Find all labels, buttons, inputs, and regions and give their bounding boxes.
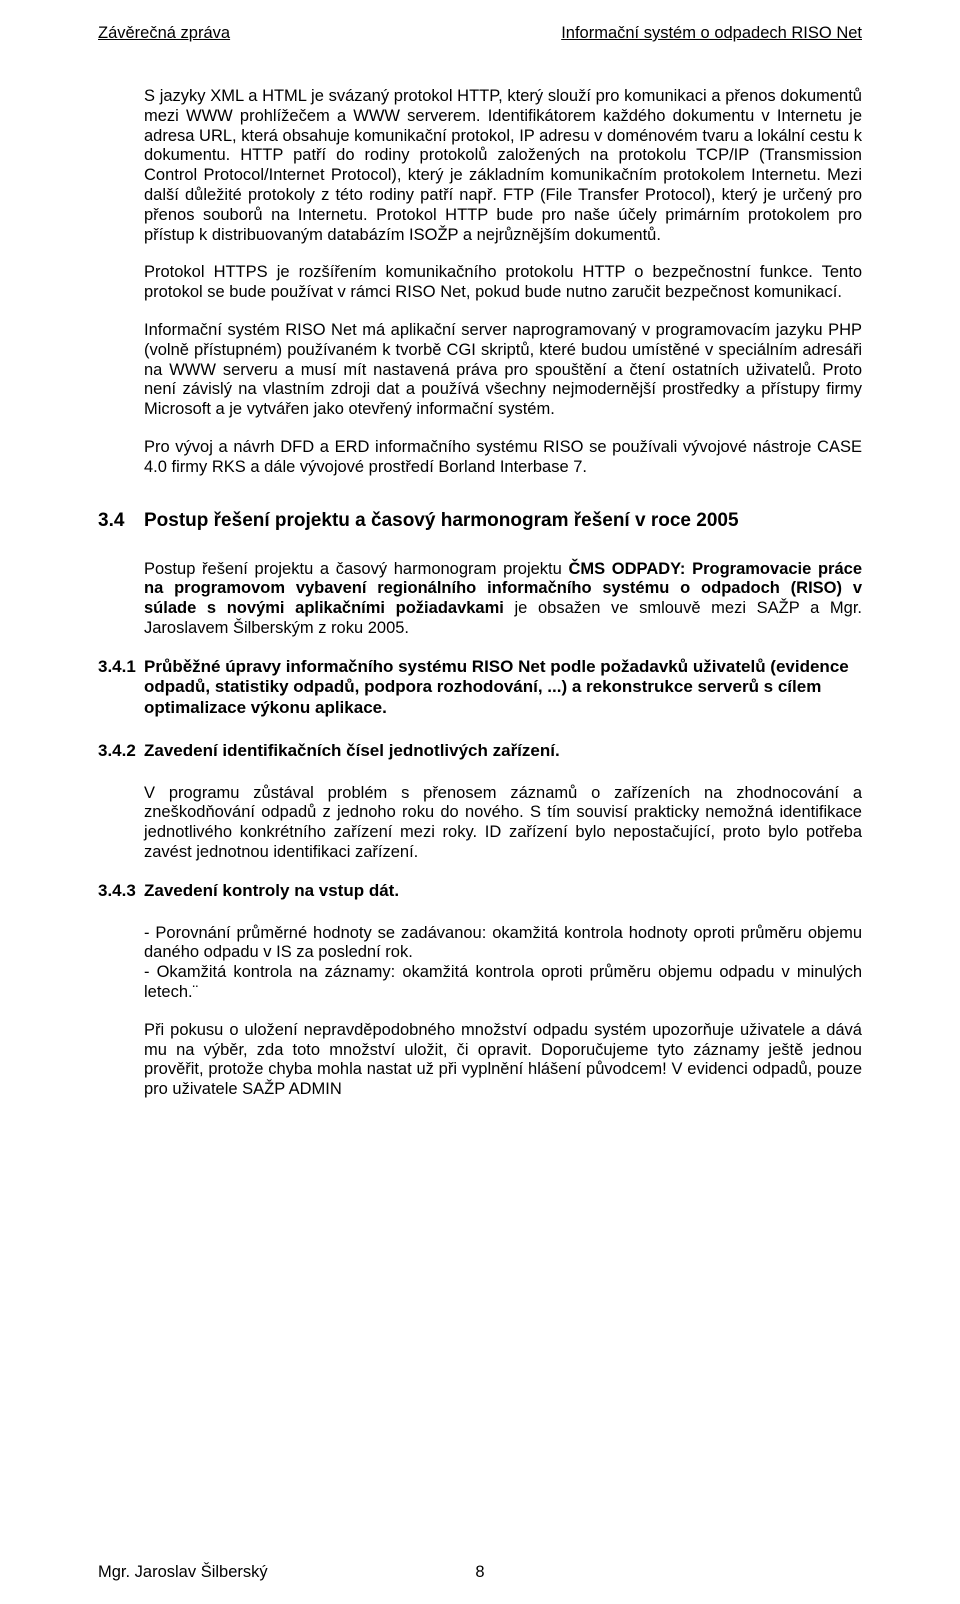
section-3-4-intro: Postup řešení projektu a časový harmonog… [144, 560, 862, 639]
subsection-3-4-3-body: - Porovnání průměrné hodnoty se zadávano… [144, 924, 862, 1100]
paragraph-2: Protokol HTTPS je rozšířením komunikační… [144, 263, 862, 303]
subsection-number: 3.4.2 [98, 741, 144, 762]
page-header: Závěrečná zpráva Informační systém o odp… [98, 24, 862, 43]
section-3-4-heading: 3.4 Postup řešení projektu a časový harm… [98, 510, 862, 532]
section-number: 3.4 [98, 510, 144, 532]
subsection-title: Zavedení kontroly na vstup dát. [144, 881, 862, 902]
footer-page-number: 8 [475, 1563, 484, 1582]
subsection-3-4-2-text: V programu zůstával problém s přenosem z… [144, 784, 862, 863]
subsection-number: 3.4.1 [98, 657, 144, 719]
body-text-block: S jazyky XML a HTML je svázaný protokol … [144, 87, 862, 478]
subsection-title: Zavedení identifikačních čísel jednotliv… [144, 741, 862, 762]
paragraph-4: Pro vývoj a návrh DFD a ERD informačního… [144, 438, 862, 478]
subsection-3-4-3-text: Při pokusu o uložení nepravděpodobného m… [144, 1021, 862, 1100]
paragraph-1: S jazyky XML a HTML je svázaný protokol … [144, 87, 862, 245]
subsection-3-4-3-bullets: - Porovnání průměrné hodnoty se zadávano… [144, 924, 862, 1003]
paragraph-3: Informační systém RISO Net má aplikační … [144, 321, 862, 420]
subsection-3-4-2-heading: 3.4.2 Zavedení identifikačních čísel jed… [98, 741, 862, 762]
header-right: Informační systém o odpadech RISO Net [561, 24, 862, 43]
page-footer: Mgr. Jaroslav Šilberský 8 [98, 1563, 862, 1582]
page: Závěrečná zpráva Informační systém o odp… [0, 0, 960, 1148]
intro-pre: Postup řešení projektu a časový harmonog… [144, 560, 568, 578]
header-left: Závěrečná zpráva [98, 24, 230, 43]
subsection-number: 3.4.3 [98, 881, 144, 902]
subsection-3-4-3-heading: 3.4.3 Zavedení kontroly na vstup dát. [98, 881, 862, 902]
section-title: Postup řešení projektu a časový harmonog… [144, 510, 739, 532]
section-3-4-intro-text: Postup řešení projektu a časový harmonog… [144, 560, 862, 639]
subsection-title: Průběžné úpravy informačního systému RIS… [144, 657, 862, 719]
subsection-3-4-1-heading: 3.4.1 Průběžné úpravy informačního systé… [98, 657, 862, 719]
subsection-3-4-2-body: V programu zůstával problém s přenosem z… [144, 784, 862, 863]
